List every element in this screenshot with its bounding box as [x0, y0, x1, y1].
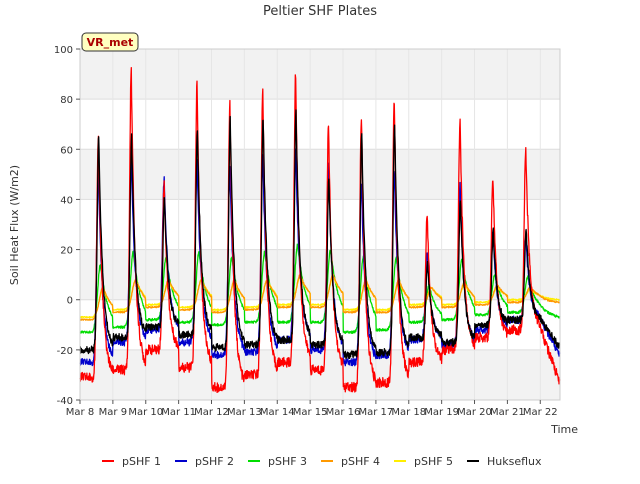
x-tick-label: Mar 11: [161, 407, 196, 418]
x-axis-label: Time: [550, 423, 578, 436]
series-line-pshf-1: [79, 67, 561, 394]
legend-label: pSHF 1: [122, 455, 161, 468]
x-tick-label: Mar 9: [99, 407, 127, 418]
legend: pSHF 1 pSHF 2 pSHF 3 pSHF 4 pSHF 5 Hukseflux: [102, 455, 542, 468]
y-tick-label: -20: [57, 346, 73, 357]
plot-area-frame: [79, 48, 561, 401]
plot-bands: [80, 49, 560, 400]
legend-label: Hukseflux: [487, 455, 542, 468]
x-tick-label: Mar 14: [260, 407, 295, 418]
x-tick-label: Mar 13: [227, 407, 262, 418]
x-tick-label: Mar 21: [490, 407, 525, 418]
y-axis-label: Soil Heat Flux (W/m2): [8, 165, 21, 285]
series-line-pshf-5: [79, 275, 561, 319]
plot-band: [80, 149, 560, 200]
annotation-box: VR_met: [81, 32, 139, 52]
series-line-hukseflux: [79, 109, 561, 360]
y-tick-label: 80: [60, 95, 73, 106]
y-tick-label: 60: [60, 145, 73, 156]
annotation-label: VR_met: [87, 36, 134, 49]
y-tick-label: -40: [57, 396, 73, 407]
y-tick-label: 0: [67, 296, 73, 307]
x-tick-label: Mar 12: [194, 407, 229, 418]
legend-label: pSHF 5: [414, 455, 453, 468]
x-tick-label: Mar 20: [457, 407, 492, 418]
x-tick-label: Mar 22: [523, 407, 558, 418]
x-tick-label: Mar 8: [66, 407, 94, 418]
legend-label: pSHF 3: [268, 455, 307, 468]
plot-band: [80, 349, 560, 400]
chart-title: Peltier SHF Plates: [263, 4, 377, 19]
y-tick-label: 40: [60, 195, 73, 206]
x-tick-label: Mar 16: [326, 407, 361, 418]
plot-band: [80, 249, 560, 300]
x-tick-label: Mar 19: [424, 407, 459, 418]
legend-label: pSHF 4: [341, 455, 380, 468]
legend-label: pSHF 2: [195, 455, 234, 468]
plot-band: [80, 49, 560, 100]
y-tick-label: 20: [60, 246, 73, 257]
x-tick-label: Mar 18: [391, 407, 426, 418]
series-line-pshf-4: [79, 273, 561, 321]
series-lines: [79, 67, 561, 394]
x-tick-label: Mar 10: [128, 407, 163, 418]
y-tick-label: 100: [54, 45, 73, 56]
x-tick-label: Mar 15: [293, 407, 328, 418]
x-tick-label: Mar 17: [358, 407, 393, 418]
y-axis-ticks: -40 -20 0 20 40 60 80 100: [54, 45, 80, 407]
